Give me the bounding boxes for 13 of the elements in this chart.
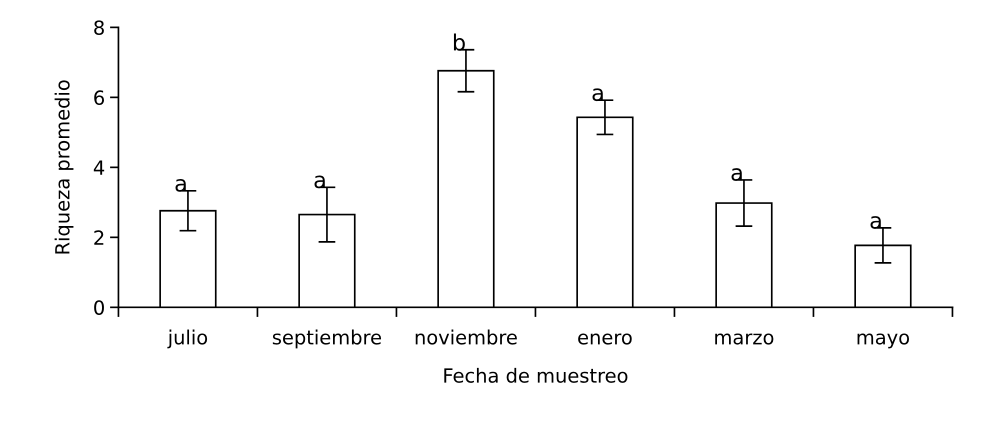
- x-tick-label: septiembre: [272, 330, 382, 348]
- x-tick-label: noviembre: [416, 330, 517, 345]
- y-axis-title: Riqueza promedio: [54, 80, 74, 254]
- y-tick-label: 6: [94, 90, 104, 106]
- y-tick-label: 0: [94, 300, 104, 315]
- x-tick-label: enero: [578, 333, 632, 345]
- y-tick-label: 4: [94, 160, 104, 175]
- x-tick-label: mayo: [858, 333, 910, 348]
- y-tick-label: 8: [94, 20, 104, 36]
- x-tick-label: julio: [167, 330, 208, 348]
- x-axis-title: Fecha de muestreo: [444, 368, 628, 383]
- y-tick-label: 2: [94, 230, 104, 245]
- x-tick-label: marzo: [715, 333, 774, 345]
